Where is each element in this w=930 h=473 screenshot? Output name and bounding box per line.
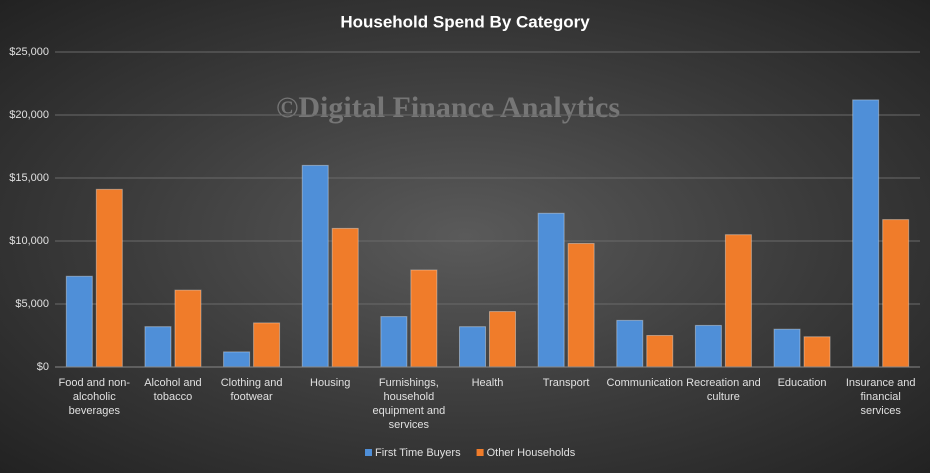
x-tick-label: Insurance and financial services [845, 377, 916, 417]
y-tick-label: $25,000 [9, 46, 49, 58]
x-tick-label: Clothing and footwear [220, 377, 283, 403]
y-tick-label: $20,000 [9, 109, 49, 121]
y-tick-label: $10,000 [9, 235, 49, 247]
bar [223, 351, 251, 368]
bar [253, 322, 281, 368]
x-tick-label: Food and non-alcoholic beverages [58, 377, 131, 417]
y-tick-label: $15,000 [9, 172, 49, 184]
bar [616, 319, 644, 368]
bar [852, 99, 880, 368]
x-tick-label: Recreation and culture [686, 377, 761, 403]
bar [380, 316, 408, 368]
bar [331, 227, 359, 368]
bar [144, 326, 172, 368]
bar [174, 289, 202, 368]
x-tick-label: Alcohol and tobacco [144, 377, 202, 403]
bar [459, 326, 486, 368]
legend-label: First Time Buyers [375, 447, 461, 459]
legend-label: Other Households [487, 447, 576, 459]
bar [694, 324, 722, 368]
bar [882, 219, 910, 368]
bar [65, 275, 93, 368]
x-tick-label: Communication [606, 377, 683, 389]
bar [646, 335, 674, 368]
x-tick-label: Housing [310, 377, 351, 389]
bar [724, 234, 752, 368]
y-tick-label: $0 [37, 361, 49, 373]
x-tick-label: Furnishings, household equipment and ser… [372, 377, 446, 431]
watermark: ©Digital Finance Analytics [276, 91, 620, 124]
bar [773, 328, 801, 368]
legend-swatch [476, 449, 484, 456]
x-tick-label: Education [777, 377, 827, 389]
bar [803, 336, 831, 368]
legend-swatch [365, 449, 372, 456]
bar [537, 212, 565, 368]
bar [567, 243, 595, 368]
bar [489, 311, 516, 368]
x-tick-label: Transport [542, 377, 590, 389]
bar [301, 164, 329, 368]
bar [410, 269, 438, 368]
x-tick-label: Health [471, 377, 504, 389]
chart-title: Household Spend By Category [340, 12, 590, 31]
y-tick-label: $5,000 [15, 298, 49, 310]
bar [95, 188, 123, 368]
